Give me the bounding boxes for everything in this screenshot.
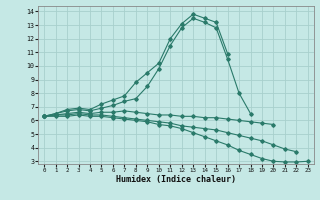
X-axis label: Humidex (Indice chaleur): Humidex (Indice chaleur) bbox=[116, 175, 236, 184]
